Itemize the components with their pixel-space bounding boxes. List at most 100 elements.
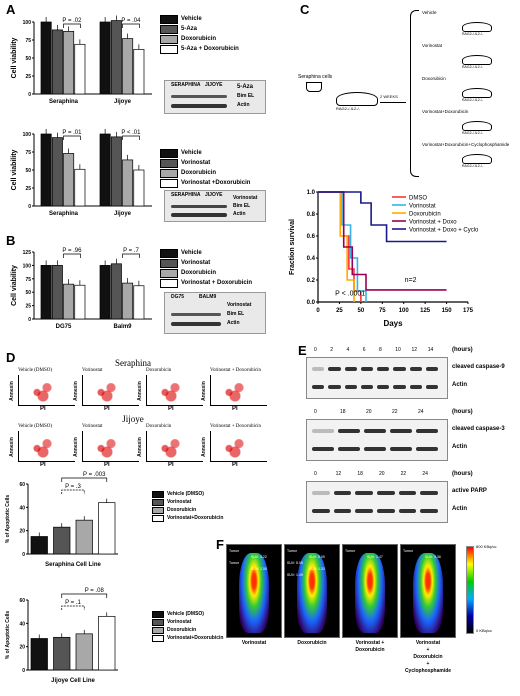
p-value-label: P < .01 bbox=[121, 130, 141, 136]
y-tick-label: 1.0 bbox=[307, 190, 316, 196]
flow-dots bbox=[153, 434, 193, 458]
significance-bracket bbox=[61, 593, 108, 598]
time-label: 0 bbox=[314, 347, 317, 353]
bar bbox=[99, 133, 111, 207]
category-label: DG75 bbox=[56, 324, 72, 330]
legend-swatch bbox=[160, 278, 178, 288]
blot-band bbox=[416, 429, 438, 433]
flow-condition-label: Vorinostat bbox=[82, 368, 103, 373]
time-label: 20 bbox=[379, 471, 385, 477]
control-label: Actin bbox=[452, 506, 467, 512]
pet-image: Tumor SUV: 1.47 bbox=[342, 544, 398, 638]
blot-row-label: Actin bbox=[233, 211, 246, 217]
time-unit-label: (hours) bbox=[452, 347, 473, 353]
category-label: Seraphina bbox=[49, 99, 79, 105]
schematic-mouse: RAG2-/-IL2-/- bbox=[336, 106, 361, 111]
suv-label: SUV: 5.05 bbox=[287, 561, 303, 565]
western-blot-strip bbox=[306, 357, 448, 399]
legend-item: Doxorubicin bbox=[152, 626, 223, 634]
bar bbox=[51, 265, 63, 320]
significance-bracket bbox=[61, 489, 85, 494]
blot-band bbox=[355, 509, 373, 513]
legend-item: Doxorubicin bbox=[152, 506, 223, 514]
y-axis-label: Fraction survival bbox=[289, 219, 296, 275]
schematic-source: Seraphina cells bbox=[298, 74, 333, 80]
flow-cell-title: Seraphina bbox=[115, 358, 151, 368]
blot-band bbox=[409, 367, 422, 371]
syringe-icon bbox=[306, 82, 322, 92]
bar bbox=[133, 49, 145, 95]
flow-dots bbox=[25, 378, 65, 402]
y-tick-label: 0.2 bbox=[307, 278, 316, 284]
blot-col-label: JIJOYE bbox=[205, 192, 223, 198]
p-value-label: P = .01 bbox=[62, 130, 82, 136]
schematic-arm: Vorinostat+Doxorubicin RAG2-/-IL2-/- bbox=[422, 109, 516, 139]
pet-imaging-panel: Tumor SUV: 3.22 Tumor SUV: 2.08 Vorinostat Tu… bbox=[226, 544, 516, 694]
p-value-label: P = .08 bbox=[85, 588, 105, 594]
panel-label-e: E bbox=[298, 343, 307, 358]
blot-band bbox=[338, 447, 360, 451]
bar bbox=[110, 20, 122, 95]
flow-dots bbox=[153, 378, 193, 402]
y-tick-label: 60 bbox=[19, 482, 25, 488]
x-tick-label: 50 bbox=[358, 308, 365, 314]
schematic-arm: Vorinostat RAG2-/-IL2-/- bbox=[422, 43, 516, 73]
y-tick-label: 0.0 bbox=[307, 300, 316, 306]
blot-band bbox=[312, 429, 334, 433]
x-axis-label: Days bbox=[383, 319, 403, 328]
legend-swatch bbox=[152, 618, 164, 626]
legend-swatch bbox=[152, 634, 164, 642]
legend-label: Doxorubicin bbox=[167, 507, 197, 513]
category-label: Seraphina bbox=[49, 211, 79, 217]
y-tick-label: 125 bbox=[23, 250, 32, 256]
category-label: Balm9 bbox=[113, 324, 132, 330]
legend-swatch bbox=[160, 258, 178, 268]
flow-y-label: Annexin bbox=[136, 437, 143, 457]
blot-band bbox=[377, 385, 390, 389]
suv-label: SUV: 1.47 bbox=[367, 555, 383, 559]
pet-scale-max: 800 KBq/cc bbox=[476, 544, 497, 549]
schematic-mouse-label: RAG2-/-IL2-/- bbox=[462, 164, 484, 168]
legend-item: Doxorubicin bbox=[160, 268, 252, 278]
western-blot-a2: SERAPHINA JIJOYE Vorinostat Bim EL Actin bbox=[164, 190, 266, 222]
time-label: 18 bbox=[357, 471, 363, 477]
time-label: 2 bbox=[330, 347, 334, 353]
y-tick-label: 0 bbox=[22, 668, 25, 674]
legend-label: Vorinostat bbox=[181, 260, 211, 266]
legend-swatch bbox=[160, 34, 178, 44]
time-label: 0 bbox=[314, 409, 317, 415]
x-tick-label: 100 bbox=[399, 308, 410, 314]
p-value-label: P = .04 bbox=[121, 18, 141, 24]
blot-band bbox=[171, 104, 227, 108]
pet-body-signal bbox=[239, 553, 269, 633]
blot-band bbox=[328, 367, 341, 371]
schematic-arm: Doxorubicin RAG2-/-IL2-/- bbox=[422, 76, 516, 106]
schematic-arm-label: Vehicle bbox=[422, 10, 437, 15]
suv-label: Tumor bbox=[229, 561, 239, 565]
x-tick-label: 75 bbox=[379, 308, 386, 314]
mouse-icon bbox=[462, 22, 492, 32]
y-tick-label: 25 bbox=[25, 74, 31, 80]
suv-label: SUV: 5.09 bbox=[309, 555, 325, 559]
suv-label: SUV: 1.33 bbox=[309, 567, 325, 571]
legend-swatch bbox=[160, 168, 178, 178]
legend-a2: Vehicle Vorinostat Doxorubicin Vorinostat +… bbox=[160, 148, 250, 188]
target-label: cleaved caspase-3 bbox=[452, 426, 505, 432]
x-tick-label: 175 bbox=[463, 308, 474, 314]
bar bbox=[98, 502, 116, 555]
suv-label: Tumor bbox=[345, 549, 355, 553]
flow-plot bbox=[82, 375, 139, 406]
blot-band bbox=[377, 367, 390, 371]
schematic-arm: Vorinostat+Doxorubicin+Cyclophosphamide R… bbox=[422, 142, 516, 172]
legend-item: Vehicle bbox=[160, 148, 250, 158]
blot-band bbox=[312, 367, 325, 371]
flow-plot bbox=[210, 431, 267, 462]
time-label: 24 bbox=[418, 409, 424, 415]
y-axis-label: Cell viability bbox=[11, 37, 18, 78]
flow-y-label: Annexin bbox=[200, 437, 207, 457]
legend-item: Vorinostat bbox=[160, 258, 252, 268]
schematic-arm-label: Vorinostat+Doxorubicin+Cyclophosphamide bbox=[422, 142, 510, 147]
survival-line bbox=[318, 191, 367, 302]
legend-label: Vorinostat +Doxorubicin bbox=[181, 180, 251, 186]
blot-col-label: SERAPHINA bbox=[171, 82, 201, 88]
